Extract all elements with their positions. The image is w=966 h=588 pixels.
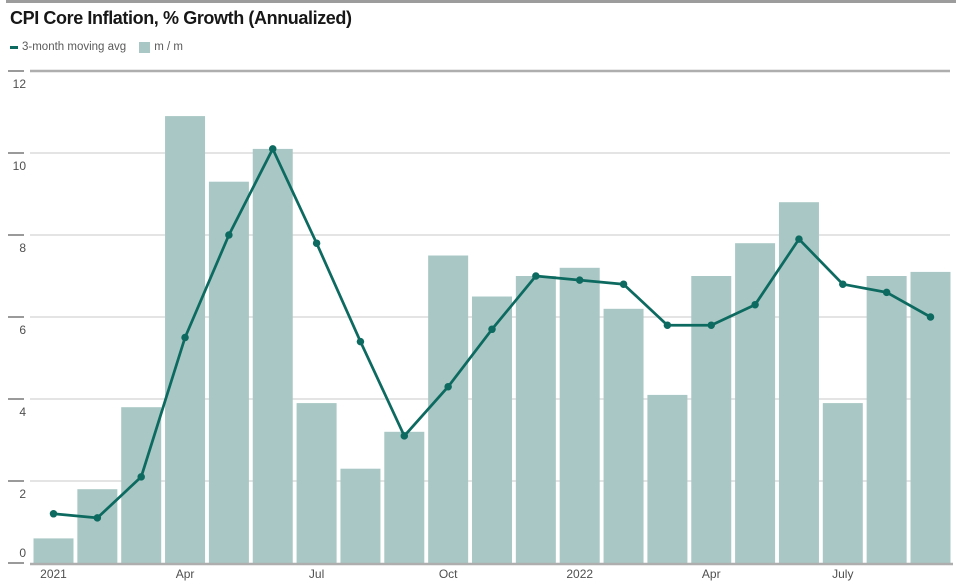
chart-title: CPI Core Inflation, % Growth (Annualized…	[10, 8, 352, 28]
bar-mar-2022	[647, 394, 688, 563]
moving-avg-point-jun-2022	[795, 235, 803, 243]
y-tick-label: 2	[19, 487, 26, 501]
moving-avg-point-sep-2021	[400, 432, 409, 440]
top-divider	[6, 0, 956, 3]
legend-item-moving-avg: 3-month moving avg	[10, 41, 126, 53]
moving-avg-point-apr-2022	[707, 321, 715, 329]
moving-avg-point-sep-2022	[926, 313, 935, 321]
moving-avg-point-jun-2021	[269, 145, 277, 153]
x-tick-label-2022: 2022	[566, 567, 593, 581]
y-tick-label: 8	[19, 241, 26, 255]
moving-avg-point-jan-2022	[575, 276, 584, 284]
y-tick-label: 0	[19, 546, 26, 560]
bar-jul-2022	[822, 403, 863, 563]
y-tick-label: 4	[19, 405, 26, 419]
x-tick-label-oct: Oct	[439, 567, 458, 581]
bar-oct-2021	[428, 255, 469, 563]
x-tick-label-jul: Jul	[309, 567, 324, 581]
moving-avg-point-jul-2021	[312, 239, 321, 247]
legend-item-mm: m / m	[139, 41, 183, 53]
moving-avg-point-mar-2022	[663, 321, 672, 329]
bar-may-2022	[735, 243, 776, 563]
bar-feb-2022	[603, 308, 644, 563]
moving-avg-point-oct-2021	[444, 382, 452, 391]
bar-sep-2021	[384, 431, 425, 563]
moving-avg-point-may-2021	[225, 231, 233, 239]
moving-avg-point-nov-2021	[488, 325, 496, 334]
bar-dec-2021	[515, 276, 556, 563]
bar-jan-2022	[559, 267, 600, 563]
y-tick-label: 12	[13, 77, 27, 91]
moving-avg-point-may-2022	[751, 300, 759, 309]
bar-jan-2021	[33, 538, 74, 563]
x-tick-label-apr: Apr	[176, 567, 195, 581]
line-swatch-icon	[10, 45, 18, 49]
bar-jun-2022	[778, 202, 819, 563]
bar-aug-2021	[340, 468, 381, 563]
moving-avg-point-apr-2021	[181, 333, 189, 342]
moving-avg-point-aug-2021	[356, 337, 365, 346]
moving-avg-point-aug-2022	[882, 288, 891, 297]
moving-avg-point-feb-2021	[93, 514, 102, 522]
x-tick-label-apr: Apr	[702, 567, 721, 581]
moving-avg-point-feb-2022	[619, 280, 628, 288]
legend-label-mm: m / m	[154, 41, 183, 53]
bar-jul-2021	[296, 403, 337, 563]
moving-avg-point-jan-2021	[49, 510, 58, 518]
bar-aug-2022	[866, 276, 907, 563]
x-tick-label-2021: 2021	[40, 567, 67, 581]
moving-avg-point-dec-2021	[532, 272, 540, 280]
bar-may-2021	[208, 181, 249, 563]
moving-avg-point-mar-2021	[137, 473, 145, 481]
bar-feb-2021	[77, 489, 118, 563]
x-tick-label-july: July	[832, 567, 853, 581]
bar-nov-2021	[472, 296, 512, 563]
bar-swatch-icon	[139, 41, 151, 53]
y-tick-label: 10	[13, 159, 27, 173]
chart-legend: 3-month moving avg m / m	[10, 41, 183, 53]
legend-label-moving-avg: 3-month moving avg	[22, 41, 127, 53]
moving-avg-point-jul-2022	[839, 280, 847, 288]
y-tick-label: 6	[19, 323, 26, 337]
bar-jun-2021	[252, 148, 293, 563]
